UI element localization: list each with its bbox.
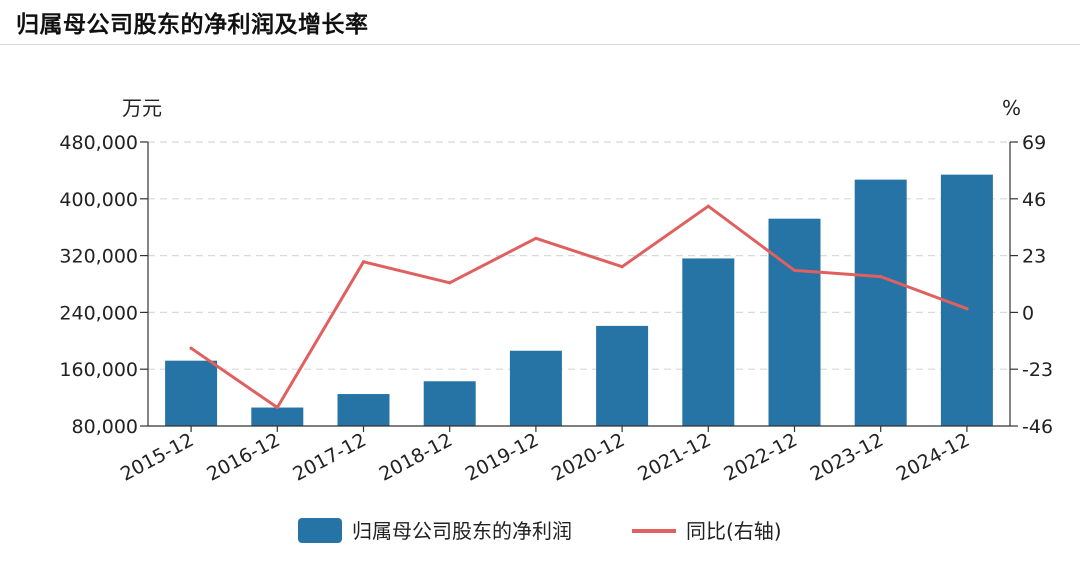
right-tick-label: 0 bbox=[1022, 302, 1034, 324]
legend-bar-label: 归属母公司股东的净利润 bbox=[352, 519, 572, 543]
growth-point-2015-12 bbox=[189, 346, 193, 350]
growth-point-2021-12 bbox=[706, 204, 710, 208]
bar-2015-12 bbox=[165, 360, 218, 426]
x-tick-label: 2020-12 bbox=[548, 429, 628, 486]
right-tick-label: -23 bbox=[1022, 359, 1053, 381]
growth-point-2022-12 bbox=[792, 268, 797, 273]
bar-2016-12 bbox=[251, 407, 304, 426]
bar-2019-12 bbox=[509, 350, 562, 426]
left-tick-label: 320,000 bbox=[59, 246, 138, 268]
right-tick-label: 69 bbox=[1022, 132, 1046, 154]
line-series bbox=[189, 204, 969, 410]
growth-point-2017-12 bbox=[361, 260, 366, 264]
x-tick-label: 2019-12 bbox=[462, 429, 542, 486]
growth-point-2018-12 bbox=[448, 281, 452, 285]
bar-2024-12 bbox=[940, 174, 993, 426]
left-tick-label: 240,000 bbox=[59, 302, 138, 324]
axes bbox=[140, 141, 1018, 432]
growth-point-2020-12 bbox=[620, 265, 624, 269]
right-tick-label: 46 bbox=[1022, 189, 1046, 211]
bar-series bbox=[165, 174, 993, 426]
growth-point-2024-12 bbox=[965, 307, 969, 311]
left-tick-label: 160,000 bbox=[59, 359, 138, 381]
right-tick-label: -46 bbox=[1022, 416, 1053, 438]
left-axis-unit: 万元 bbox=[122, 96, 162, 120]
left-tick-label: 400,000 bbox=[59, 189, 138, 211]
growth-point-2019-12 bbox=[534, 236, 538, 240]
left-tick-label: 80,000 bbox=[72, 416, 138, 438]
x-tick-label: 2018-12 bbox=[376, 429, 456, 486]
legend-line-label: 同比(右轴) bbox=[686, 519, 782, 543]
right-tick-label: 23 bbox=[1022, 246, 1046, 268]
chart-title: 归属母公司股东的净利润及增长率 bbox=[16, 12, 369, 38]
left-tick-label: 480,000 bbox=[59, 132, 138, 154]
chart-header: 归属母公司股东的净利润及增长率 bbox=[0, 0, 1080, 45]
x-tick-label: 2022-12 bbox=[720, 429, 800, 486]
bar-2021-12 bbox=[682, 258, 735, 426]
x-tick-label: 2023-12 bbox=[807, 429, 887, 486]
growth-point-2016-12 bbox=[275, 405, 279, 410]
growth-line bbox=[189, 204, 969, 409]
bar-2020-12 bbox=[596, 325, 649, 426]
growth-point-2023-12 bbox=[879, 274, 883, 279]
bar-2017-12 bbox=[337, 394, 390, 426]
x-tick-label: 2021-12 bbox=[634, 429, 714, 486]
bar-2022-12 bbox=[768, 218, 821, 426]
bar-2023-12 bbox=[854, 179, 907, 426]
right-axis-unit: % bbox=[1002, 96, 1021, 120]
legend-bar-swatch bbox=[298, 518, 342, 543]
x-tick-label: 2017-12 bbox=[289, 429, 369, 486]
x-tick-label: 2024-12 bbox=[893, 429, 973, 486]
bar-2018-12 bbox=[423, 381, 476, 426]
legend: 归属母公司股东的净利润 同比(右轴) bbox=[298, 518, 782, 543]
x-tick-label: 2016-12 bbox=[203, 429, 283, 486]
